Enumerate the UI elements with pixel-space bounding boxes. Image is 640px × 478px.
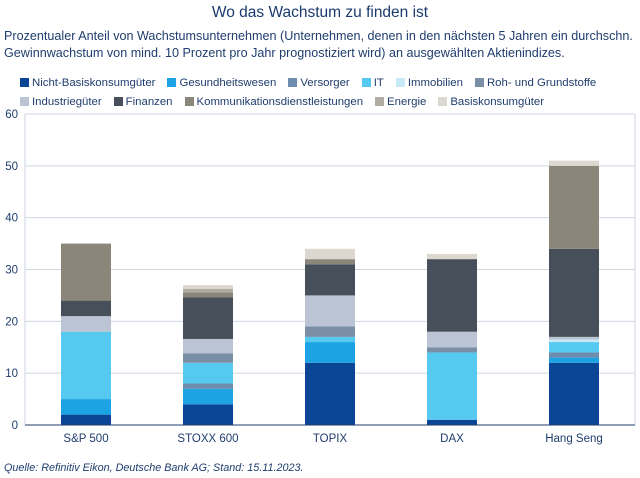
legend-item-finanzen: Finanzen bbox=[113, 95, 173, 108]
bar-s-p-500-it bbox=[61, 331, 111, 400]
legend-label: Kommunikationsdienstleistungen bbox=[196, 95, 364, 108]
legend-swatch bbox=[167, 78, 177, 87]
legend-item-immobilien: Immobilien bbox=[395, 76, 463, 89]
y-tick-label: 40 bbox=[5, 213, 18, 225]
y-tick-label: 20 bbox=[5, 316, 18, 328]
bar-s-p-500-finanzen bbox=[61, 300, 111, 317]
bar-stoxx-600-finanzen bbox=[183, 297, 233, 339]
legend-label: Gesundheitswesen bbox=[179, 76, 277, 89]
x-tick-label: TOPIX bbox=[313, 433, 348, 445]
bar-hang-seng-versorger bbox=[549, 352, 599, 358]
legend-swatch bbox=[113, 97, 123, 106]
legend-item-kommunikationsdienstleistungen: Kommunikationsdienstleistungen bbox=[184, 95, 364, 108]
legend-swatch bbox=[361, 78, 371, 87]
bar-topix-gesundheitswesen bbox=[305, 342, 355, 363]
legend-item-gesundheitswesen: Gesundheitswesen bbox=[167, 77, 276, 89]
legend-label: Immobilien bbox=[407, 76, 463, 89]
chart-legend: Nicht-Basiskonsumgüter Gesundheitswesen Ve… bbox=[20, 73, 630, 111]
bar-stoxx-600-nicht-basiskonsumgueter bbox=[183, 404, 233, 425]
legend-swatch bbox=[20, 78, 29, 87]
x-tick-label: Hang Seng bbox=[545, 433, 603, 445]
bar-stoxx-600-gesundheitswesen bbox=[183, 388, 233, 405]
bar-topix-nicht-basiskonsumgueter bbox=[305, 362, 355, 425]
legend-label: Industriegüter bbox=[32, 95, 102, 108]
legend-label: Versorger bbox=[300, 76, 350, 89]
chart-subtitle: Prozentualer Anteil von Wachstumsunterne… bbox=[4, 29, 633, 60]
y-tick-label: 0 bbox=[12, 420, 18, 432]
bar-s-p-500-gesundheitswesen bbox=[61, 399, 111, 415]
bar-stoxx-600-it bbox=[183, 362, 233, 384]
bar-hang-seng-immobilien bbox=[549, 339, 599, 343]
bar-dax-industriegueter bbox=[427, 331, 477, 348]
legend-item-versorger: Versorger bbox=[288, 76, 350, 89]
legend-swatch bbox=[184, 97, 194, 106]
bar-topix-finanzen bbox=[305, 264, 355, 296]
bar-stoxx-600-industriegueter bbox=[183, 338, 233, 354]
legend-swatch bbox=[288, 78, 298, 87]
legend-item-roh-und-grundstoffe: Roh- und Grundstoffe bbox=[474, 76, 597, 89]
bar-topix-kommunikationsdienstleistungen bbox=[305, 259, 355, 265]
bar-stoxx-600-kommunikationsdienstleistungen bbox=[183, 292, 233, 298]
bar-stoxx-600-basiskonsumgueter bbox=[183, 285, 233, 289]
y-tick-label: 10 bbox=[5, 368, 18, 380]
legend-label: Energie bbox=[387, 95, 427, 108]
x-tick-label: S&P 500 bbox=[63, 433, 108, 445]
legend-label: Nicht-Basiskonsumgüter bbox=[32, 76, 156, 89]
bar-dax-finanzen bbox=[427, 259, 477, 332]
legend-swatch bbox=[20, 97, 29, 106]
bar-s-p-500-kommunikationsdienstleistungen bbox=[61, 243, 111, 301]
bar-topix-roh-und-grundstoffe bbox=[305, 326, 355, 337]
legend-swatch bbox=[474, 78, 484, 87]
source-note: Quelle: Refinitiv Eikon, Deutsche Bank A… bbox=[4, 462, 304, 474]
chart-title: Wo das Wachstum zu finden ist bbox=[211, 4, 429, 21]
bar-dax-basiskonsumgueter bbox=[427, 253, 477, 260]
bar-stoxx-600-versorger bbox=[183, 383, 233, 389]
legend-label: IT bbox=[373, 76, 384, 89]
bar-s-p-500-industriegueter bbox=[61, 316, 111, 332]
x-tick-label: STOXX 600 bbox=[177, 433, 238, 445]
y-tick-label: 60 bbox=[5, 109, 18, 121]
bar-hang-seng-nicht-basiskonsumgueter bbox=[549, 362, 599, 425]
bar-hang-seng-basiskonsumgueter bbox=[549, 160, 599, 166]
bar-hang-seng-industriegueter bbox=[549, 336, 599, 340]
y-tick-label: 50 bbox=[5, 161, 18, 173]
x-tick-label: DAX bbox=[440, 433, 464, 445]
bar-s-p-500-nicht-basiskonsumgueter bbox=[61, 414, 111, 425]
bar-stoxx-600-roh-und-grundstoffe bbox=[183, 353, 233, 363]
bar-topix-industriegueter bbox=[305, 295, 355, 327]
legend-item-basiskonsumgueter: Basiskonsumgüter bbox=[438, 96, 544, 108]
bar-hang-seng-it bbox=[549, 342, 599, 353]
bar-hang-seng-finanzen bbox=[549, 248, 599, 337]
bar-hang-seng-gesundheitswesen bbox=[549, 357, 599, 363]
bar-hang-seng-kommunikationsdienstleistungen bbox=[549, 165, 599, 249]
bar-topix-basiskonsumgueter bbox=[305, 248, 355, 260]
legend-item-nicht-basiskonsumgueter: Nicht-Basiskonsumgüter bbox=[20, 77, 155, 89]
bar-dax-nicht-basiskonsumgueter bbox=[427, 419, 477, 425]
legend-item-industriegueter: Industriegüter bbox=[20, 96, 102, 108]
legend-item-energie: Energie bbox=[375, 96, 426, 108]
bar-dax-it bbox=[427, 352, 477, 420]
legend-swatch bbox=[395, 78, 405, 87]
y-tick-label: 30 bbox=[5, 265, 18, 277]
legend-row-1: Nicht-Basiskonsumgüter Gesundheitswesen Ve… bbox=[20, 73, 630, 92]
legend-label: Finanzen bbox=[125, 95, 173, 108]
legend-swatch bbox=[375, 97, 385, 106]
bar-topix-it bbox=[305, 336, 355, 343]
bar-dax-roh-und-grundstoffe bbox=[427, 347, 477, 353]
legend-item-it: IT bbox=[361, 76, 384, 89]
bar-stoxx-600-energie bbox=[183, 288, 233, 293]
legend-label: Roh- und Grundstoffe bbox=[486, 76, 597, 89]
legend-row-2: Industriegüter Finanzen Kommunikationsdien… bbox=[20, 92, 630, 111]
legend-swatch bbox=[438, 97, 448, 106]
legend-label: Basiskonsumgüter bbox=[450, 95, 545, 108]
